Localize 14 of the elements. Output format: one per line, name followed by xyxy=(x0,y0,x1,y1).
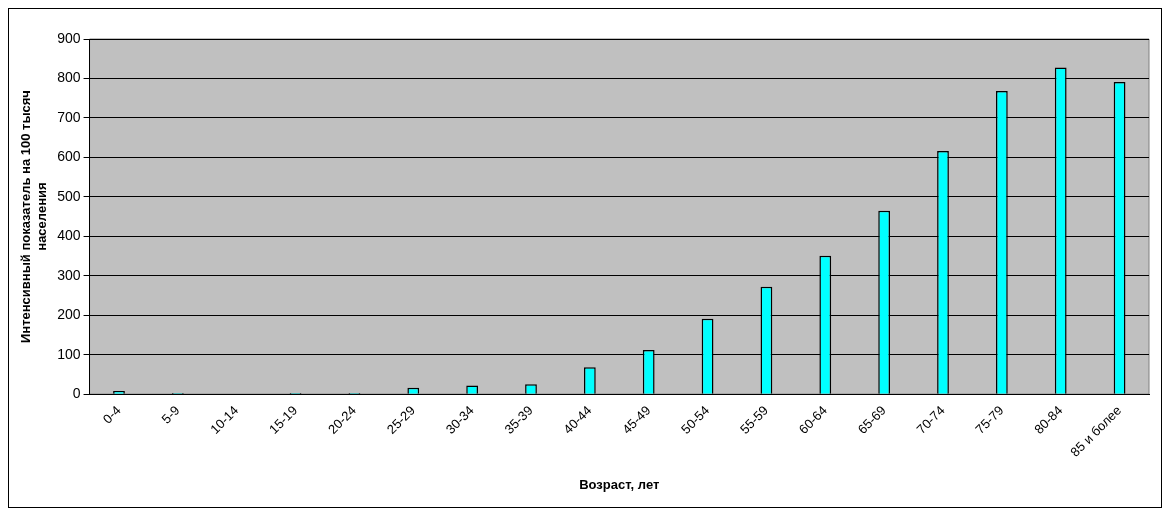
y-tick-label: 500 xyxy=(57,187,81,204)
y-tick-label: 400 xyxy=(57,227,81,244)
y-tick-label: 700 xyxy=(57,108,81,125)
y-tick-label: 900 xyxy=(57,29,81,46)
x-axis-title: Возраст, лет xyxy=(579,476,660,492)
y-tick-label: 0 xyxy=(72,385,81,401)
x-tick-label: 5-9 xyxy=(158,402,183,427)
y-tick-label: 200 xyxy=(57,306,81,323)
y-tick-label: 100 xyxy=(57,345,81,362)
y-axis-title: Интенсивный показатель на 100 тысяч населения xyxy=(18,90,49,344)
x-tick-label: 0-4 xyxy=(99,402,124,427)
y-tick-label: 600 xyxy=(57,148,81,165)
y-tick-label: 300 xyxy=(57,266,81,283)
y-tick-label: 800 xyxy=(57,69,81,86)
